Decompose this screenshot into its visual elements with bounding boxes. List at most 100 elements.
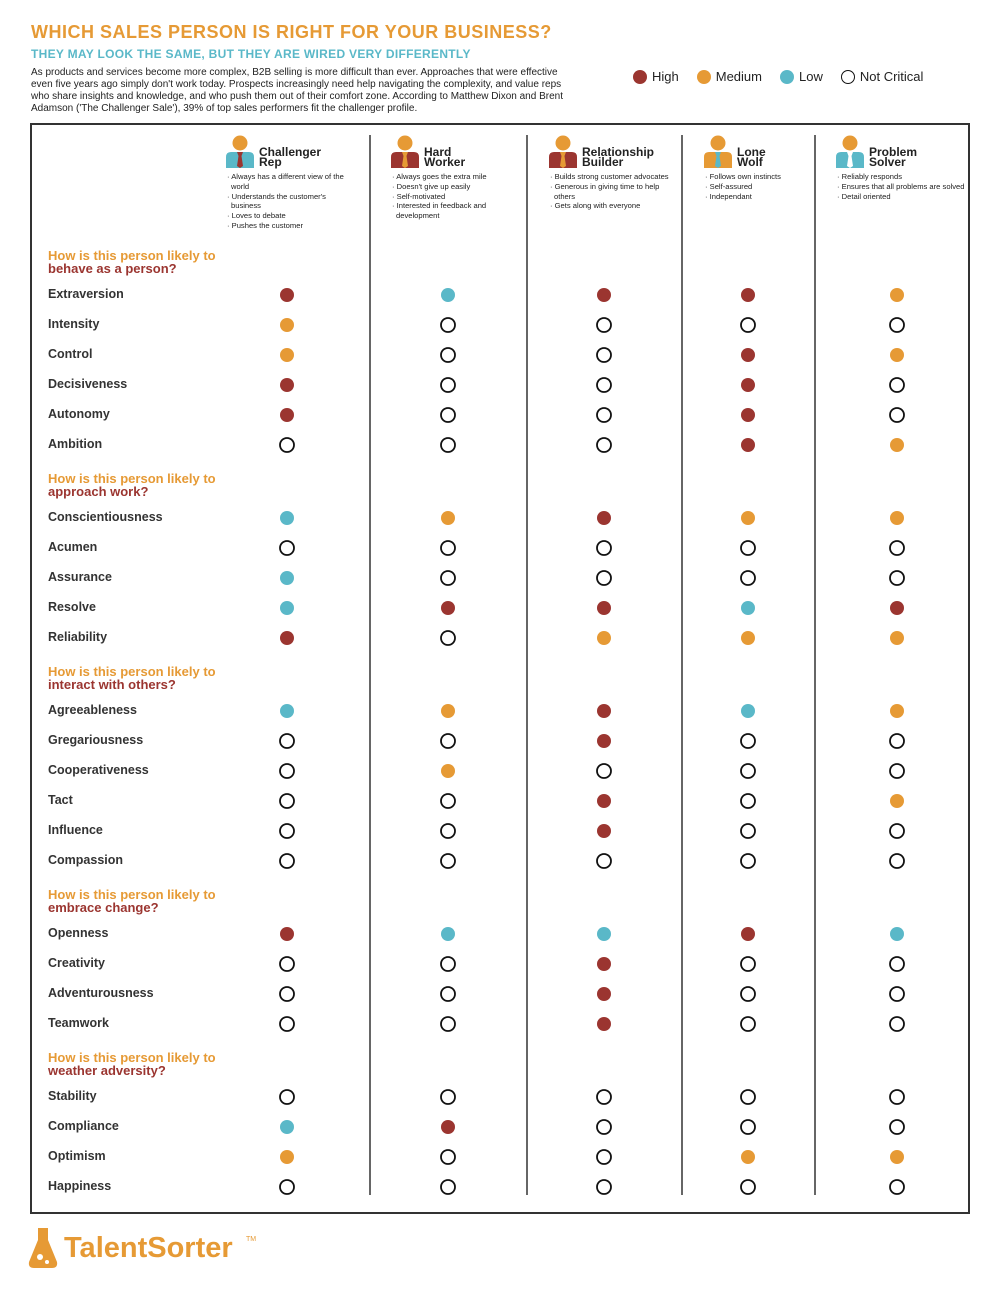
title: WHICH SALES PERSON IS RIGHT FOR YOUR BUS… <box>31 22 552 42</box>
rating-dot <box>280 408 294 422</box>
row-label: Control <box>48 347 93 361</box>
rating-dot <box>596 377 612 393</box>
rating-dot <box>890 348 904 362</box>
row-label: Autonomy <box>48 407 110 421</box>
profile-name: Lone Wolf <box>737 145 766 168</box>
rating-dot <box>741 927 755 941</box>
row-label: Compliance <box>48 1119 119 1133</box>
row-label: Decisiveness <box>48 377 128 391</box>
rating-dot <box>440 1179 456 1195</box>
rating-dot <box>597 957 611 971</box>
rating-dot <box>597 511 611 525</box>
rating-dot <box>280 318 294 332</box>
profile-name-line: Lone <box>737 145 766 159</box>
row-label: Assurance <box>48 570 112 584</box>
rating-dot <box>740 1089 756 1105</box>
row-label: Optimism <box>48 1149 106 1163</box>
table-frame <box>30 123 970 1214</box>
rating-dot <box>740 1016 756 1032</box>
trait: · Builds strong customer advocates <box>550 172 669 181</box>
bubble <box>45 1260 49 1264</box>
trait-text: Loves to debate <box>231 211 286 221</box>
rating-dot <box>597 288 611 302</box>
rating-dot <box>279 437 295 453</box>
icon-head <box>710 135 726 151</box>
rating-dot <box>441 1120 455 1134</box>
legend-swatch <box>633 69 647 84</box>
rating-dot <box>440 986 456 1002</box>
profile-name-line: Relationship <box>582 145 655 159</box>
profile-name: Problem Solver <box>869 145 918 168</box>
row-label: Agreeableness <box>48 703 137 717</box>
bubble <box>37 1254 43 1260</box>
rating-dot <box>889 1089 905 1105</box>
trait: · Independant <box>705 191 752 201</box>
rating-dot <box>440 956 456 972</box>
trait-text: Gets along with everyone <box>554 201 641 211</box>
rating-dot <box>889 377 905 393</box>
rating-dot <box>740 956 756 972</box>
trait: · Understands the customer's business <box>227 191 326 211</box>
question-focus: embrace change? <box>48 900 159 915</box>
rating-dot <box>889 823 905 839</box>
rating-dot <box>890 704 904 718</box>
profile-name: Relationship Builder <box>582 145 655 168</box>
rating-dot <box>741 438 755 452</box>
row-label: Gregariousness <box>48 733 144 747</box>
row-label: Intensity <box>48 317 100 331</box>
rating-dot <box>597 824 611 838</box>
row-label: Ambition <box>48 437 103 451</box>
rating-dot <box>279 1179 295 1195</box>
question-lead: How is this person likely to <box>48 471 216 486</box>
row-label: Creativity <box>48 956 105 970</box>
profile-name-line: Problem <box>869 145 918 159</box>
trait-text: Reliably responds <box>841 172 903 181</box>
rating-dot <box>596 570 612 586</box>
legend-item: Medium <box>696 69 762 84</box>
rating-dot <box>280 511 294 525</box>
trait-text: Interested in feedback and development <box>396 201 487 221</box>
rating-dot <box>280 601 294 615</box>
trait: · Always has a different view of the wor… <box>227 172 344 191</box>
rating-dot <box>890 511 904 525</box>
icon-tie <box>402 152 408 168</box>
rating-dot <box>741 408 755 422</box>
trait: · Loves to debate <box>227 211 286 221</box>
question-lead: How is this person likely to <box>48 664 216 679</box>
logo-mark: TM <box>246 1236 257 1243</box>
rating-dot <box>279 1089 295 1105</box>
rating-dot <box>889 317 905 333</box>
rating-dot <box>740 733 756 749</box>
rating-dot <box>597 987 611 1001</box>
icon-tie <box>237 152 243 168</box>
trait-text: Doesn't give up easily <box>396 181 471 191</box>
rating-dot <box>741 378 755 392</box>
question-focus: approach work? <box>48 484 149 499</box>
profile-icon <box>549 135 577 168</box>
profile-icon <box>836 135 864 168</box>
rating-dot <box>889 1179 905 1195</box>
icon-head <box>232 135 248 151</box>
rating-dot <box>597 794 611 808</box>
icon-tie <box>847 152 853 168</box>
rating-dot <box>279 853 295 869</box>
rating-dot <box>596 763 612 779</box>
rating-dot <box>440 1016 456 1032</box>
profile-icon <box>226 135 254 168</box>
logo: TalentSorter <box>64 1232 233 1264</box>
legend-label: Not Critical <box>859 69 924 84</box>
rating-dot <box>740 853 756 869</box>
rating-dot <box>279 763 295 779</box>
rating-dot <box>596 437 612 453</box>
rating-dot <box>280 1120 294 1134</box>
rating-dot <box>741 704 755 718</box>
trait-text: Always has a different view of the world <box>231 172 344 191</box>
rating-dot <box>741 348 755 362</box>
trait-text: Generous in giving time to help others <box>554 181 660 201</box>
rating-dot <box>740 763 756 779</box>
trait-text: Ensures that all problems are solved <box>841 181 965 191</box>
rating-dot <box>441 601 455 615</box>
trait: · Gets along with everyone <box>550 201 641 211</box>
rating-dot <box>596 347 612 363</box>
trait: · Detail oriented <box>837 191 891 201</box>
